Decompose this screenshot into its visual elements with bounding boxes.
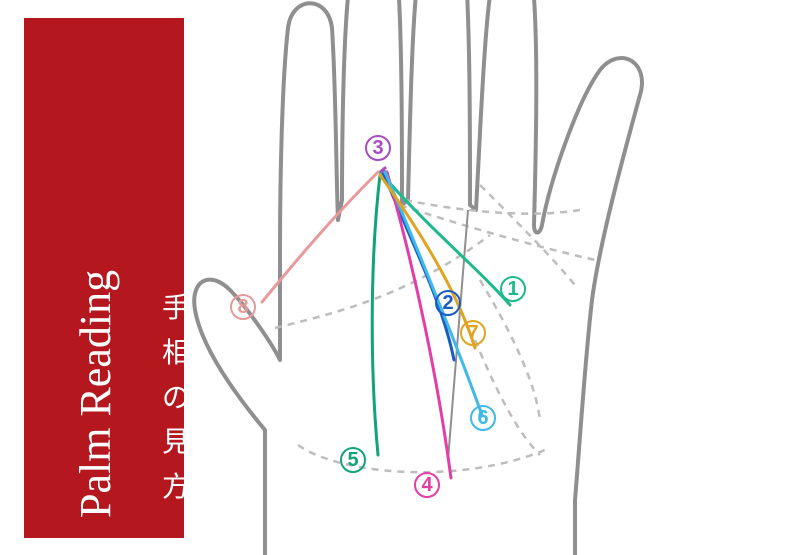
line-marker-5: 5 [340, 447, 366, 473]
line-marker-7: 7 [460, 320, 486, 346]
palm-line-1 [380, 172, 510, 305]
line-marker-8: 8 [230, 294, 256, 320]
palm-crease [475, 340, 540, 455]
title-english: Palm Reading [70, 270, 121, 518]
palm-crease [405, 200, 580, 214]
line-marker-4: 4 [414, 472, 440, 498]
palm-crease [298, 445, 545, 472]
line-marker-1: 1 [500, 276, 526, 302]
hand-svg [180, 0, 800, 555]
palm-crease [480, 185, 575, 285]
sidebar-panel: Palm Reading 手相の見方 [24, 18, 184, 538]
line-marker-6: 6 [470, 405, 496, 431]
palm-line-5 [372, 175, 380, 455]
line-marker-3: 3 [365, 135, 391, 161]
line-marker-2: 2 [435, 290, 461, 316]
palm-diagram: 1 2 3 4 5 6 7 8 [180, 0, 800, 555]
